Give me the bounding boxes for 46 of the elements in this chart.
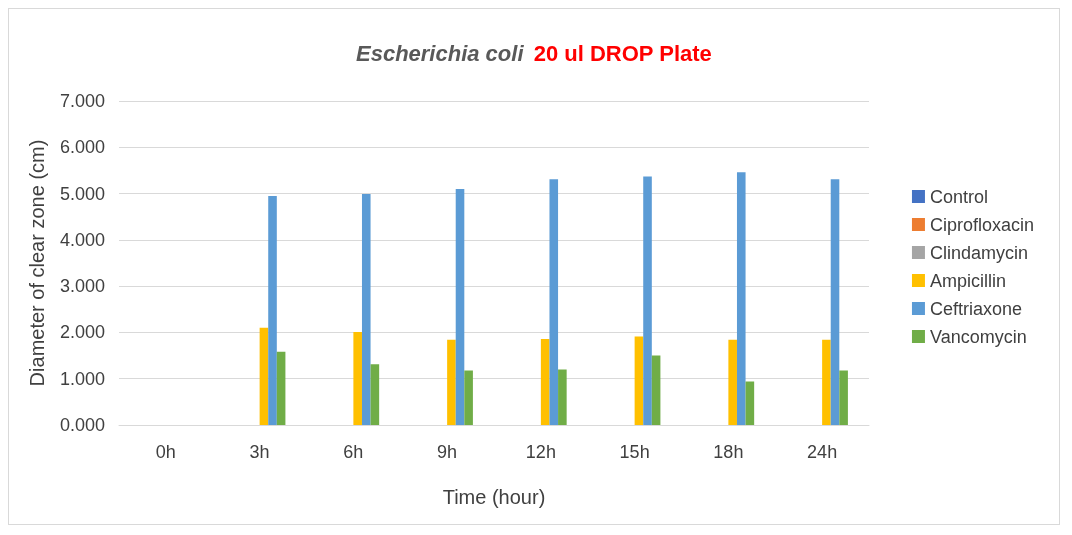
y-tick-label: 1.000 bbox=[59, 368, 105, 389]
bar bbox=[728, 339, 737, 425]
bar bbox=[259, 327, 269, 425]
bar bbox=[464, 370, 473, 425]
bar bbox=[540, 338, 550, 425]
y-axis-title: Diameter of clear zone (cm) bbox=[26, 139, 48, 387]
y-tick-label: 3.000 bbox=[59, 276, 105, 297]
bar bbox=[830, 179, 840, 425]
chart-title: Escherichia coli 20 ul DROP Plate bbox=[355, 40, 712, 66]
x-tick-label: 12h bbox=[525, 442, 556, 462]
x-tick-label: 24h bbox=[807, 442, 838, 462]
y-tick-label: 5.000 bbox=[59, 183, 105, 204]
bar bbox=[839, 370, 848, 425]
x-tick-label: 9h bbox=[437, 442, 458, 462]
x-tick-label: 0h bbox=[155, 442, 176, 462]
x-tick-label: 15h bbox=[619, 442, 650, 462]
legend-label: Ciprofloxacin bbox=[929, 214, 1034, 235]
legend-label: Control bbox=[929, 186, 988, 207]
bar bbox=[745, 381, 755, 425]
bar bbox=[447, 339, 456, 425]
bar bbox=[736, 172, 746, 425]
bar bbox=[558, 369, 567, 425]
bar bbox=[268, 195, 277, 425]
legend-label: Ampicillin bbox=[929, 270, 1006, 291]
bar bbox=[651, 355, 661, 425]
bar bbox=[822, 339, 831, 425]
x-tick-label: 3h bbox=[249, 442, 270, 462]
bar bbox=[634, 336, 644, 425]
bar bbox=[276, 351, 286, 425]
legend-label: Ceftriaxone bbox=[929, 298, 1023, 319]
x-axis-title: Time (hour) bbox=[442, 486, 546, 508]
y-tick-label: 0.000 bbox=[59, 415, 105, 435]
y-tick-label: 6.000 bbox=[59, 137, 105, 158]
x-tick-label: 6h bbox=[343, 442, 364, 462]
y-tick-label: 7.000 bbox=[59, 91, 105, 111]
x-tick-label: 18h bbox=[713, 442, 744, 462]
legend-label: Clindamycin bbox=[929, 242, 1028, 263]
legend-label: Vancomycin bbox=[929, 326, 1027, 347]
y-tick-label: 2.000 bbox=[59, 322, 105, 343]
bar bbox=[361, 194, 371, 425]
y-tick-label: 4.000 bbox=[59, 229, 105, 250]
bar bbox=[643, 176, 652, 425]
bar bbox=[370, 364, 380, 425]
bar bbox=[549, 179, 559, 425]
bar bbox=[455, 188, 465, 425]
bar bbox=[353, 331, 362, 425]
